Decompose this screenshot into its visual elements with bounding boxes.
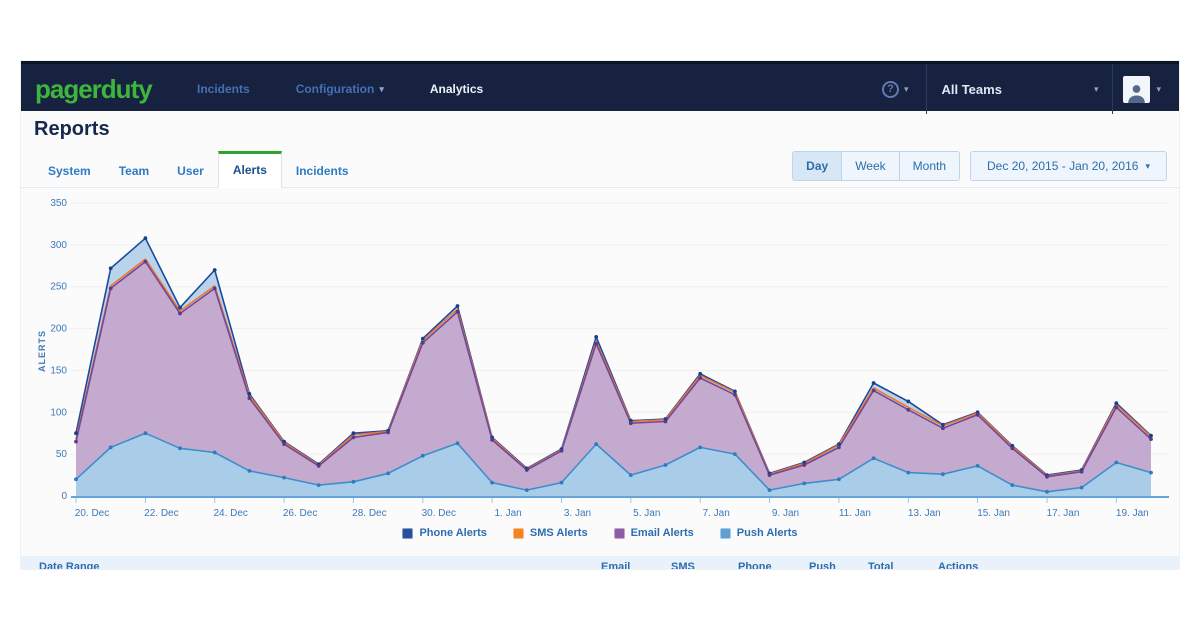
top-nav-bar: pagerduty Incidents Configuration ▾ Anal… xyxy=(21,61,1179,114)
nav-configuration[interactable]: Configuration ▾ xyxy=(295,82,384,96)
svg-text:11. Jan: 11. Jan xyxy=(839,508,871,519)
avatar xyxy=(1123,75,1151,103)
col-total[interactable]: Total xyxy=(868,561,894,570)
svg-text:5. Jan: 5. Jan xyxy=(633,508,660,519)
tab-team[interactable]: Team xyxy=(118,164,150,178)
svg-text:19. Jan: 19. Jan xyxy=(1116,508,1149,519)
col-email[interactable]: Email xyxy=(601,561,631,570)
chevron-down-icon: ▾ xyxy=(1093,83,1099,94)
sms-alerts-swatch xyxy=(512,527,524,539)
svg-text:30. Dec: 30. Dec xyxy=(422,508,456,519)
svg-text:250: 250 xyxy=(50,282,67,293)
date-range-picker[interactable]: Dec 20, 2015 - Jan 20, 2016 ▾ xyxy=(970,151,1167,181)
svg-text:350: 350 xyxy=(50,198,67,209)
tab-incidents[interactable]: Incidents xyxy=(295,164,349,178)
svg-text:50: 50 xyxy=(56,449,68,460)
alerts-area-chart: 0 50 100 150 200 250 300 350 ALERTS 20. Dec 22. De… xyxy=(37,198,1169,519)
month-button[interactable]: Month xyxy=(899,152,960,180)
svg-text:1. Jan: 1. Jan xyxy=(494,508,521,519)
svg-text:200: 200 xyxy=(50,324,67,335)
phone-alerts-swatch xyxy=(402,527,414,539)
svg-text:ALERTS: ALERTS xyxy=(37,330,47,372)
week-button[interactable]: Week xyxy=(842,152,900,180)
team-selector[interactable]: All Teams ▾ xyxy=(941,81,1099,97)
svg-text:28. Dec: 28. Dec xyxy=(352,508,386,519)
tab-alerts[interactable]: Alerts xyxy=(217,151,282,188)
col-phone[interactable]: Phone xyxy=(738,561,772,570)
nav-analytics[interactable]: Analytics xyxy=(429,82,484,96)
divider xyxy=(926,64,928,114)
summary-table-header: Date Range Email SMS Phone Push Total Ac… xyxy=(21,556,1179,570)
top-nav-right: ? ▾ All Teams ▾ ▾ xyxy=(864,64,1171,114)
legend-email-alerts[interactable]: Email Alerts xyxy=(613,527,694,539)
svg-text:24. Dec: 24. Dec xyxy=(213,508,247,519)
tab-system[interactable]: System xyxy=(48,164,91,178)
svg-text:100: 100 xyxy=(50,407,67,418)
chart-legend: Phone Alerts SMS Alerts Email Alerts Pus… xyxy=(21,527,1179,539)
chevron-down-icon: ▾ xyxy=(903,83,909,94)
svg-text:300: 300 xyxy=(50,240,67,251)
legend-push-alerts[interactable]: Push Alerts xyxy=(719,527,798,539)
col-sms[interactable]: SMS xyxy=(671,561,695,570)
report-tabs: System Team User Alerts Incidents xyxy=(21,151,1179,188)
main-nav: Incidents Configuration ▾ Analytics xyxy=(197,64,483,114)
push-alerts-swatch xyxy=(719,527,731,539)
tab-user[interactable]: User xyxy=(177,164,204,178)
help-icon: ? xyxy=(881,80,899,98)
col-date-range: Date Range xyxy=(39,561,100,570)
help-menu[interactable]: ? ▾ xyxy=(864,80,927,98)
day-button[interactable]: Day xyxy=(793,152,843,180)
svg-text:15. Jan: 15. Jan xyxy=(977,508,1010,519)
nav-incidents[interactable]: Incidents xyxy=(197,82,250,96)
legend-phone-alerts[interactable]: Phone Alerts xyxy=(402,527,487,539)
svg-text:13. Jan: 13. Jan xyxy=(908,508,941,519)
divider xyxy=(1112,64,1114,114)
person-icon xyxy=(1128,84,1146,103)
col-push[interactable]: Push xyxy=(809,561,836,570)
chevron-down-icon: ▾ xyxy=(1145,160,1150,171)
pagerduty-logo[interactable]: pagerduty xyxy=(35,74,153,104)
svg-text:22. Dec: 22. Dec xyxy=(144,508,178,519)
chevron-down-icon: ▾ xyxy=(379,83,384,94)
page-title: Reports xyxy=(34,118,110,140)
user-menu[interactable]: ▾ xyxy=(1113,75,1171,103)
svg-text:150: 150 xyxy=(50,365,67,376)
granularity-button-group: Day Week Month xyxy=(792,151,961,181)
svg-text:20. Dec: 20. Dec xyxy=(75,508,109,519)
svg-text:17. Jan: 17. Jan xyxy=(1047,508,1080,519)
app-window: pagerduty Incidents Configuration ▾ Anal… xyxy=(20,60,1180,570)
svg-text:3. Jan: 3. Jan xyxy=(564,508,591,519)
svg-text:9. Jan: 9. Jan xyxy=(772,508,799,519)
email-alerts-swatch xyxy=(613,527,625,539)
svg-text:0: 0 xyxy=(61,491,67,502)
range-controls: Day Week Month Dec 20, 2015 - Jan 20, 20… xyxy=(792,151,1167,181)
svg-text:26. Dec: 26. Dec xyxy=(283,508,317,519)
chevron-down-icon: ▾ xyxy=(1156,83,1161,94)
svg-text:7. Jan: 7. Jan xyxy=(703,508,730,519)
col-actions: Actions xyxy=(938,561,979,570)
legend-sms-alerts[interactable]: SMS Alerts xyxy=(512,527,588,539)
